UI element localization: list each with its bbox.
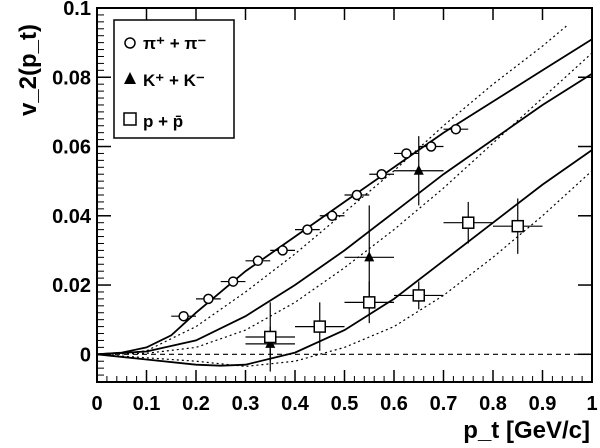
x-tick-label: 0 <box>91 393 102 415</box>
data-point-open-square <box>493 198 543 254</box>
y-tick-label: 0.02 <box>52 275 91 297</box>
data-point-open-circle <box>245 255 271 267</box>
open-square-marker-icon <box>123 112 137 126</box>
open-circle-marker <box>178 310 189 322</box>
data-point-open-circle <box>369 168 394 180</box>
model-curve-dotted <box>96 52 593 355</box>
y-tick-label: 0.1 <box>63 0 91 20</box>
data-point-open-circle <box>270 245 295 256</box>
data-point-open-circle <box>171 310 196 322</box>
y-axis-title: v_2(p_t) <box>15 24 42 116</box>
model-curve-solid <box>96 38 593 356</box>
open-circle-marker-icon <box>124 37 136 49</box>
data-point-open-circle <box>443 123 469 135</box>
data-point-open-square <box>245 302 295 372</box>
x-axis-title: p_t [GeV/c] <box>463 417 590 444</box>
open-circle-marker <box>302 224 313 235</box>
data-point-open-circle <box>394 148 419 159</box>
data-point-open-circle <box>196 293 221 305</box>
data-point-filled-triangle <box>394 136 444 206</box>
legend-label-pions: π⁺ + π⁻ <box>143 34 206 53</box>
open-circle-marker <box>203 293 214 305</box>
y-tick-label: 0.04 <box>52 206 92 228</box>
x-tick-label: 0.4 <box>281 393 310 415</box>
data-point-open-circle <box>319 210 345 222</box>
open-circle-marker <box>227 276 239 287</box>
open-square-marker <box>462 216 475 229</box>
y-tick-label: 0.08 <box>52 67 91 89</box>
data-point-open-square <box>344 281 394 324</box>
open-circle-marker <box>351 189 363 201</box>
filled-triangle-marker <box>413 164 424 175</box>
open-circle-marker <box>277 245 288 256</box>
x-tick-label: 1 <box>586 393 597 415</box>
x-tick-label: 0.6 <box>380 393 408 415</box>
y-tick-label: 0 <box>80 344 91 366</box>
legend-label-protons: p + p̄ <box>143 112 183 131</box>
open-circle-marker <box>252 255 264 267</box>
data-point-open-circle <box>295 224 320 235</box>
x-tick-label: 0.3 <box>232 393 260 415</box>
y-tick-label: 0.06 <box>52 137 91 159</box>
x-tick-label: 0.8 <box>479 393 507 415</box>
data-point-open-square <box>295 302 345 351</box>
open-square-marker <box>264 330 277 344</box>
x-tick-label: 0.1 <box>133 393 161 415</box>
data-point-open-circle <box>220 276 246 287</box>
open-square-marker <box>412 289 425 302</box>
open-square-marker <box>313 320 326 333</box>
data-point-open-square <box>443 201 493 244</box>
x-tick-label: 0.7 <box>430 393 458 415</box>
open-circle-marker <box>450 123 462 135</box>
filled-triangle-marker <box>364 251 375 262</box>
data-point-open-square <box>394 281 444 310</box>
x-tick-label: 0.2 <box>182 393 210 415</box>
data-point-open-circle <box>344 189 370 201</box>
x-tick-label: 0.5 <box>331 393 359 415</box>
open-circle-marker <box>425 141 437 152</box>
axes: 0 0.1 0.2 0.3 0.4 0.5 0.6 0.7 0.8 0.9 1 0 0.02 0.04 0.… <box>52 0 598 415</box>
data-point-open-circle <box>418 141 444 152</box>
open-circle-marker <box>401 148 412 159</box>
legend: π⁺ + π⁻ K⁺ + K⁻ p + p̄ <box>113 19 235 139</box>
legend-entry-protons: p + p̄ <box>123 112 183 131</box>
open-square-marker <box>511 219 524 233</box>
filled-triangle-marker-icon <box>124 72 136 84</box>
legend-entry-kaons: K⁺ + K⁻ <box>124 71 205 90</box>
data-points <box>171 123 543 372</box>
legend-entry-pions: π⁺ + π⁻ <box>124 34 206 53</box>
open-circle-marker <box>326 210 338 222</box>
x-tick-label: 0.9 <box>529 393 557 415</box>
open-square-marker <box>363 296 376 309</box>
open-circle-marker <box>376 168 387 180</box>
legend-label-kaons: K⁺ + K⁻ <box>143 71 205 90</box>
model-curve-dotted <box>96 170 593 368</box>
